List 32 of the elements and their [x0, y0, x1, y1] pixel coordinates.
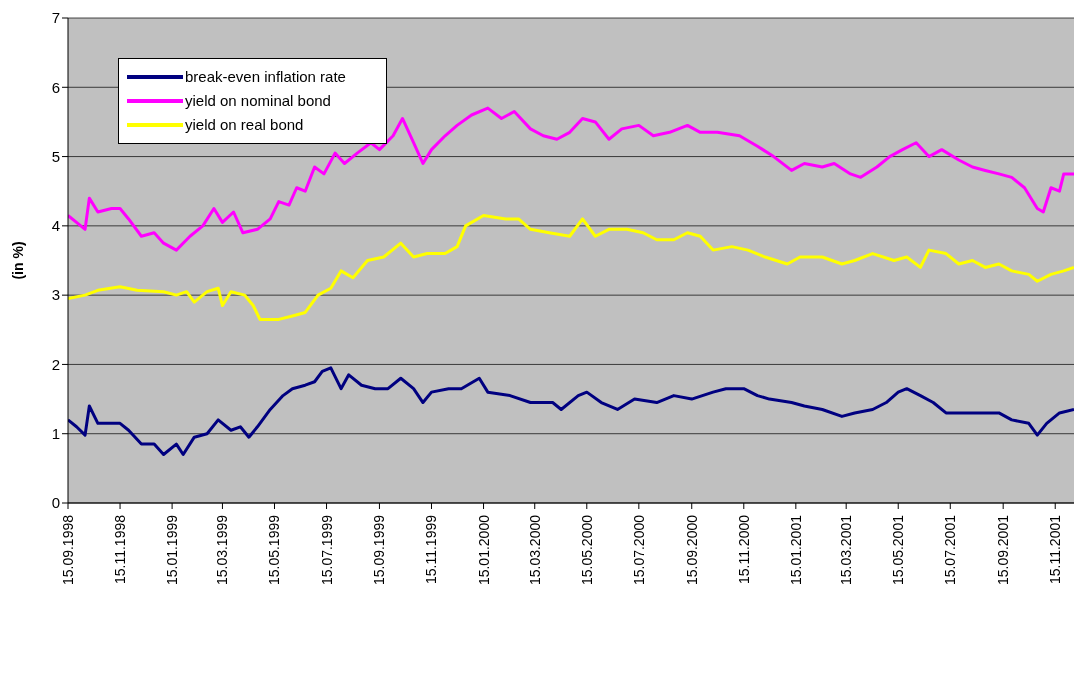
y-tick-label: 1: [51, 425, 60, 443]
x-tick-label: 15.07.2001: [942, 514, 959, 586]
x-tick-label: 15.05.2001: [890, 514, 907, 586]
legend-label: break-even inflation rate: [185, 67, 346, 87]
x-tick-label: 15.07.2000: [630, 514, 647, 586]
x-tick-label: 15.01.2001: [787, 514, 804, 586]
x-tick-label: 15.11.1999: [423, 514, 440, 585]
x-tick-label: 15.03.2000: [526, 514, 543, 586]
x-tick-label: 15.09.1998: [60, 514, 76, 586]
y-tick-label: 7: [51, 9, 60, 27]
x-tick-label: 15.11.1998: [112, 514, 129, 585]
x-tick-label: 15.11.2000: [735, 514, 752, 585]
x-tick-label: 15.01.2000: [475, 514, 492, 586]
y-tick-label: 0: [51, 494, 60, 512]
y-tick-label: 4: [51, 217, 60, 235]
y-tick-label: 5: [51, 147, 60, 165]
x-tick-label: 15.03.1999: [214, 514, 231, 586]
legend-label: yield on real bond: [185, 115, 304, 135]
x-tick-label: 15.09.2000: [683, 514, 700, 586]
x-tick-label: 15.05.2000: [578, 514, 595, 586]
y-tick-label: 3: [51, 286, 60, 304]
x-tick-label: 15.05.1999: [266, 514, 283, 586]
y-tick-label: 6: [51, 78, 60, 96]
x-tick-label: 15.03.2001: [838, 514, 855, 586]
x-tick-label: 15.01.1999: [164, 514, 181, 586]
x-tick-label: 15.11.2001: [1047, 514, 1064, 585]
legend-label: yield on nominal bond: [185, 91, 331, 111]
x-tick-label: 15.09.2001: [995, 514, 1012, 586]
y-axis-title: (in %): [9, 241, 26, 280]
x-tick-label: 15.09.1999: [371, 514, 388, 586]
y-tick-label: 2: [51, 355, 60, 373]
x-tick-label: 15.07.1999: [318, 514, 335, 586]
